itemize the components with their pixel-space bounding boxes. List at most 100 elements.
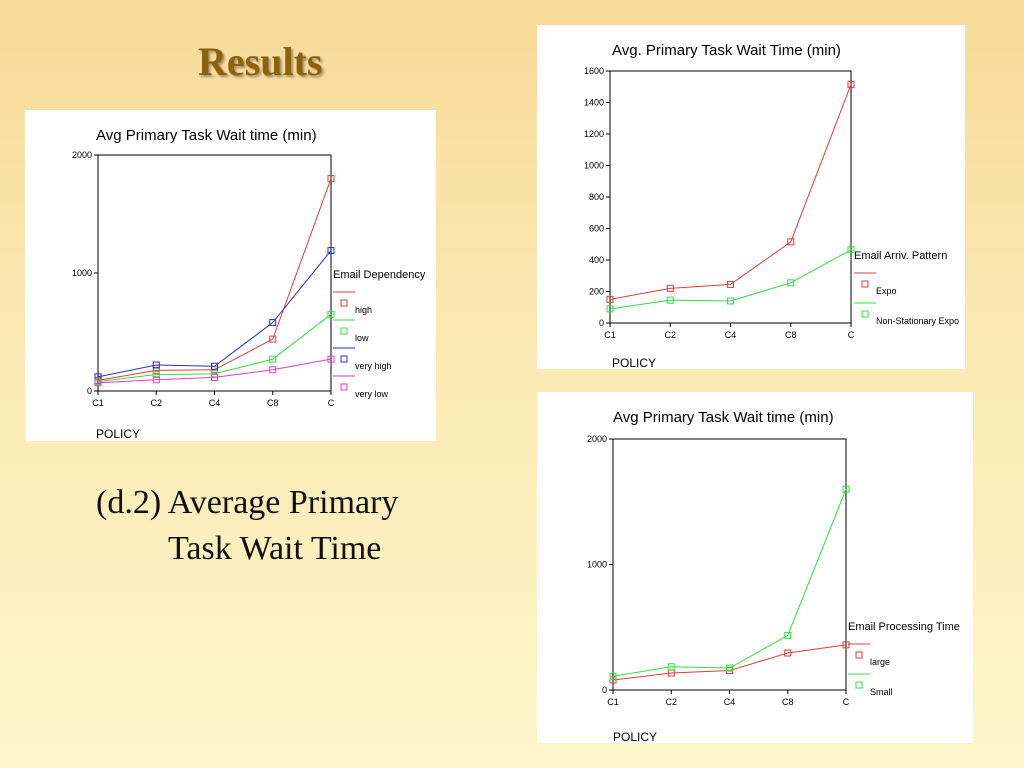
data-point-marker	[842, 485, 850, 493]
series-line	[612, 644, 847, 681]
x-tick-label: C	[843, 697, 850, 707]
y-tick-label: 1200	[584, 129, 604, 139]
data-point-marker	[327, 355, 335, 363]
data-point-marker	[211, 370, 218, 378]
y-tick-label: 1000	[584, 161, 604, 171]
slide-title: Results	[198, 39, 323, 84]
email-processing-time-chart-svg: Avg Primary Task Wait time (min) 0 1000 200…	[587, 409, 960, 743]
x-axis-label: POLICY	[613, 730, 657, 743]
email-dependency-chart-svg: Avg Primary Task Wait time (min) 0 1000 200…	[72, 127, 426, 441]
data-point-marker	[842, 641, 850, 649]
y-tick-label: 1000	[72, 268, 92, 278]
y-tick-label: 1600	[584, 66, 604, 76]
x-tick-label: C2	[665, 697, 677, 707]
caption-line-1: (d.2) Average Primary	[96, 484, 399, 521]
y-tick-label: 0	[599, 318, 604, 328]
y-tick-label: 2000	[587, 434, 607, 444]
x-axis-label: POLICY	[96, 427, 140, 441]
chart-email-dependency: Avg Primary Task Wait time (min) 0 1000 200…	[25, 110, 436, 441]
series-line	[609, 84, 852, 300]
x-tick-label: C4	[209, 398, 221, 408]
plot-frame	[609, 70, 852, 324]
x-tick-label: C4	[725, 330, 737, 340]
legend-marker-swatch	[340, 355, 348, 363]
data-point-marker	[269, 335, 277, 343]
legend-marker-swatch	[861, 280, 869, 288]
x-tick-label: C8	[785, 330, 797, 340]
series-line	[97, 358, 332, 384]
data-point-marker	[152, 370, 160, 378]
legend-item-label: Non-Stationary Expo	[876, 316, 959, 326]
x-tick-label: C1	[607, 697, 619, 707]
plot-frame	[97, 154, 332, 392]
data-point-marker	[784, 649, 792, 657]
legend-item-label: very high	[355, 361, 392, 371]
y-tick-label: 0	[602, 685, 607, 695]
x-axis-label: POLICY	[612, 356, 656, 369]
data-point-marker	[269, 355, 277, 363]
data-point-marker	[211, 373, 218, 381]
y-tick-label: 400	[589, 255, 604, 265]
y-tick-label: 2000	[72, 150, 92, 160]
series-line	[609, 249, 852, 310]
chart-email-arrival-pattern: Avg. Primary Task Wait Time (min) 0 200 400…	[537, 25, 965, 369]
legend-item-label: high	[355, 305, 372, 315]
data-point-marker	[606, 305, 614, 313]
data-point-marker	[726, 664, 733, 672]
data-point-marker	[327, 175, 335, 183]
data-point-marker	[609, 676, 617, 684]
x-tick-label: C2	[150, 398, 162, 408]
series-line	[97, 178, 332, 381]
legend-marker-swatch	[340, 299, 348, 307]
legend-marker-swatch	[340, 383, 348, 391]
data-point-marker	[609, 672, 617, 680]
data-point-marker	[152, 366, 160, 374]
data-point-marker	[269, 319, 277, 327]
x-tick-label: C1	[604, 330, 616, 340]
series-line	[97, 250, 332, 378]
x-tick-label: C	[848, 330, 855, 340]
data-point-marker	[94, 379, 102, 387]
legend-item-label: very low	[355, 389, 389, 399]
legend-marker-swatch	[855, 681, 863, 689]
chart-title: Avg. Primary Task Wait Time (min)	[612, 42, 841, 59]
x-tick-label: C2	[664, 330, 676, 340]
email-arrival-pattern-chart-svg: Avg. Primary Task Wait Time (min) 0 200 400…	[584, 42, 959, 369]
data-point-marker	[787, 238, 795, 246]
x-tick-label: C1	[92, 398, 104, 408]
legend-item-label: low	[355, 333, 369, 343]
data-point-marker	[727, 280, 734, 288]
legend-item-label: large	[870, 657, 890, 667]
legend-marker-swatch	[861, 310, 869, 318]
series-line	[97, 313, 332, 383]
x-tick-label: C8	[782, 697, 794, 707]
data-point-marker	[327, 247, 335, 255]
legend-title: Email Dependency	[333, 269, 426, 281]
chart-title: Avg Primary Task Wait time (min)	[613, 409, 834, 426]
caption-line-2: Task Wait Time	[168, 530, 382, 567]
data-point-marker	[152, 376, 160, 384]
data-point-marker	[667, 663, 675, 671]
data-point-marker	[727, 297, 734, 305]
y-tick-label: 600	[589, 224, 604, 234]
data-point-marker	[787, 279, 795, 287]
data-point-marker	[784, 631, 792, 639]
data-point-marker	[269, 366, 277, 374]
y-tick-label: 200	[589, 287, 604, 297]
data-point-marker	[847, 80, 855, 88]
y-tick-label: 1000	[587, 560, 607, 570]
data-point-marker	[606, 295, 614, 303]
x-tick-label: C4	[724, 697, 736, 707]
data-point-marker	[327, 310, 335, 318]
data-point-marker	[666, 296, 674, 304]
chart-title: Avg Primary Task Wait time (min)	[96, 127, 317, 144]
data-point-marker	[211, 366, 218, 374]
legend-item-label: Small	[870, 687, 893, 697]
legend-marker-swatch	[340, 327, 348, 335]
legend-title: Email Processing Time	[848, 621, 960, 633]
series-line	[612, 489, 847, 677]
y-tick-label: 800	[589, 192, 604, 202]
data-point-marker	[152, 361, 160, 369]
slide-caption: (d.2) Average Primary Task Wait Time	[96, 480, 476, 572]
data-point-marker	[666, 284, 674, 292]
